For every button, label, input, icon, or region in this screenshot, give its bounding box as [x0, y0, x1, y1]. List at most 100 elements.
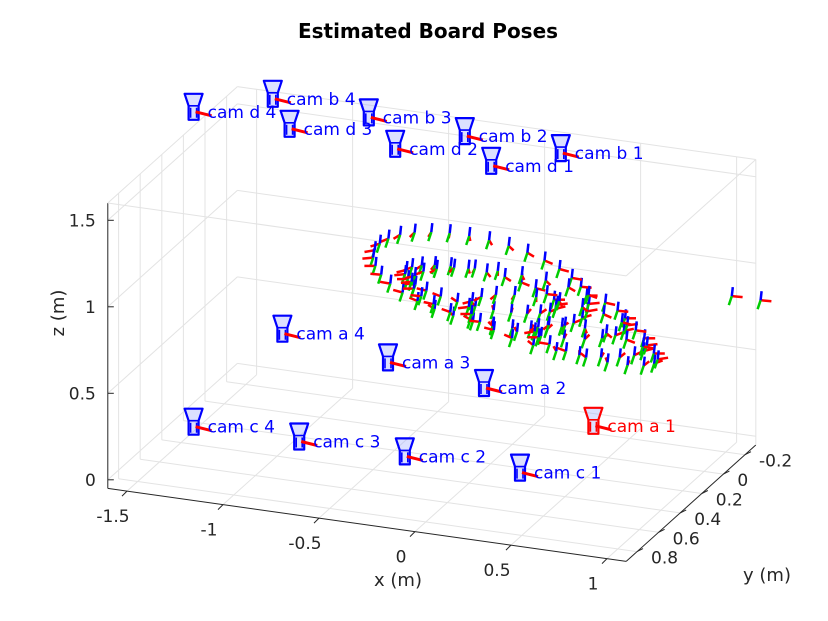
board-y-axis: [484, 239, 491, 250]
board-y-axis: [468, 300, 474, 311]
board-y-axis: [561, 350, 568, 361]
board-y-axis: [453, 301, 459, 312]
x-axis-label: x (m): [374, 570, 422, 591]
board-y-axis: [649, 353, 655, 363]
board-z-axis: [600, 328, 605, 339]
board-pose: [469, 312, 483, 332]
board-z-axis: [538, 304, 543, 314]
board-x-axis: [362, 256, 374, 260]
board-y-axis: [630, 354, 636, 365]
board-y-axis: [622, 339, 628, 349]
board-pose: [473, 287, 484, 307]
board-z-axis: [496, 261, 501, 272]
board-z-axis: [730, 286, 735, 297]
board-y-axis: [536, 335, 543, 346]
board-x-axis: [559, 267, 570, 273]
board-z-axis: [433, 299, 437, 309]
y-tick-label: 0.2: [716, 491, 743, 511]
board-z-axis: [398, 225, 403, 235]
board-y-axis: [419, 271, 425, 281]
board-y-axis: [619, 330, 626, 341]
board-z-axis: [555, 341, 559, 352]
board-x-axis: [370, 272, 382, 276]
board-z-axis: [632, 346, 637, 356]
camera-label: cam c 2: [419, 447, 486, 467]
x-tick-mark: [313, 517, 320, 524]
board-z-axis: [470, 304, 474, 315]
board-x-axis: [621, 320, 632, 326]
board-y-axis: [581, 357, 588, 367]
camera-body: [385, 129, 406, 158]
board-z-axis: [526, 243, 530, 253]
board-x-axis: [544, 259, 554, 266]
grid-line: [237, 103, 756, 178]
board-pose: [623, 356, 631, 375]
x-tick-label: -1.5: [96, 507, 129, 527]
board-z-axis: [515, 322, 520, 332]
board-y-axis: [541, 280, 547, 290]
board-pose: [602, 324, 613, 343]
board-z-axis: [467, 226, 472, 237]
board-y-axis: [432, 268, 438, 279]
camera-marker: cam a 4: [272, 314, 365, 345]
board-pose: [503, 328, 515, 348]
board-z-axis: [412, 279, 417, 289]
board-x-axis: [432, 291, 442, 298]
board-x-axis: [538, 341, 550, 346]
board-z-axis: [618, 348, 622, 358]
board-y-axis: [375, 243, 381, 254]
board-x-axis: [588, 293, 598, 300]
board-pose: [527, 328, 541, 347]
board-z-axis: [759, 291, 763, 301]
x-tick-mark: [505, 544, 512, 551]
board-z-axis: [410, 257, 415, 268]
board-y-axis: [429, 303, 435, 314]
grid-line: [107, 103, 238, 221]
board-y-axis: [470, 268, 476, 278]
board-y-axis: [464, 268, 470, 279]
board-y-axis: [639, 365, 645, 375]
board-y-axis: [467, 313, 473, 324]
board-y-axis: [560, 325, 567, 335]
grid-line: [126, 374, 257, 492]
x-tick-mark: [217, 504, 224, 510]
board-z-axis: [452, 258, 457, 268]
board-z-axis: [533, 322, 537, 332]
board-z-axis: [572, 313, 576, 324]
board-y-axis: [559, 338, 566, 348]
board-z-axis: [652, 354, 657, 364]
board-pose: [500, 267, 512, 287]
board-pose: [599, 305, 612, 324]
chart-title: Estimated Board Poses: [298, 19, 558, 43]
board-y-axis: [756, 299, 762, 310]
board-z-axis: [603, 293, 608, 303]
camera-label: cam d 2: [409, 140, 478, 160]
board-z-axis: [534, 287, 539, 298]
camera-x-axis: [492, 164, 510, 172]
board-z-axis: [378, 234, 383, 244]
board-x-axis: [379, 280, 391, 285]
board-y-axis: [555, 268, 561, 279]
board-y-axis: [436, 296, 442, 306]
board-y-axis: [623, 324, 629, 335]
board-z-axis: [614, 326, 618, 336]
grid-line: [204, 400, 724, 475]
x-tick-mark: [601, 558, 608, 564]
board-z-axis: [529, 320, 533, 330]
board-pose: [617, 313, 632, 332]
board-z-axis: [537, 328, 541, 338]
camera-x-axis: [406, 454, 424, 462]
grid-line: [414, 414, 545, 532]
board-pose: [580, 319, 588, 338]
board-z-axis: [543, 251, 547, 261]
board-x-axis: [457, 305, 469, 310]
board-pose: [613, 301, 629, 321]
camera-marker: cam b 2: [454, 117, 548, 147]
board-x-axis: [557, 346, 567, 353]
grid-line: [140, 458, 659, 533]
board-z-axis: [449, 257, 454, 267]
board-x-axis: [587, 308, 598, 313]
board-y-axis: [555, 300, 561, 311]
camera-x-axis: [466, 134, 484, 142]
board-x-axis: [760, 298, 772, 303]
